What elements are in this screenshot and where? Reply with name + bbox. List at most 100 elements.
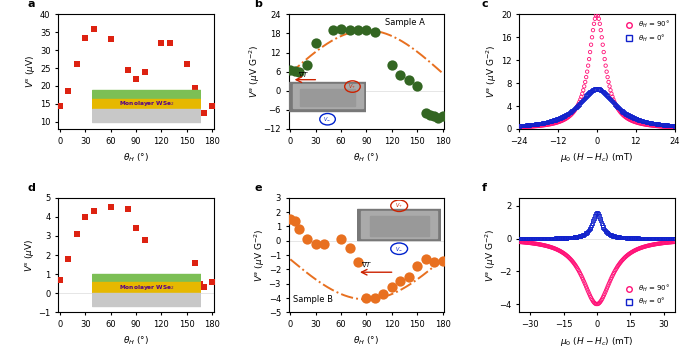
Point: [522, 236, 533, 241]
Point: [568, 234, 579, 240]
Point: [649, 123, 660, 129]
Point: [344, 27, 355, 33]
Point: [556, 235, 566, 241]
Point: [527, 236, 538, 241]
Point: [645, 242, 656, 248]
Point: [615, 259, 626, 265]
Point: [595, 218, 606, 224]
Point: [643, 120, 654, 125]
Point: [602, 93, 613, 99]
Point: [667, 123, 677, 129]
Point: [386, 62, 397, 68]
Point: [285, 67, 296, 73]
Point: [658, 240, 669, 246]
Point: [561, 112, 572, 117]
Point: [575, 97, 586, 102]
Point: [519, 239, 530, 245]
Point: [395, 72, 406, 78]
Point: [595, 21, 606, 27]
Point: [650, 236, 661, 241]
Point: [572, 103, 583, 109]
Point: [549, 236, 560, 241]
Point: [622, 253, 633, 258]
Point: [669, 124, 680, 130]
Point: [536, 236, 547, 241]
Point: [536, 242, 547, 247]
Point: [651, 241, 662, 247]
Point: [573, 233, 584, 239]
Point: [566, 234, 577, 240]
Point: [517, 123, 528, 129]
Point: [600, 63, 611, 69]
Point: [653, 123, 664, 129]
Point: [620, 235, 631, 241]
Point: [566, 111, 577, 117]
Point: [514, 236, 525, 241]
Point: [623, 251, 634, 257]
Point: [571, 263, 582, 269]
Point: [604, 95, 615, 101]
Point: [580, 282, 590, 288]
Point: [628, 248, 639, 254]
Point: [536, 123, 547, 129]
Point: [530, 241, 541, 247]
Point: [658, 236, 669, 241]
Point: [516, 123, 527, 129]
Point: [524, 240, 535, 246]
Point: [420, 110, 431, 116]
Point: [527, 236, 538, 241]
Point: [582, 287, 593, 293]
Point: [554, 119, 565, 125]
Point: [636, 236, 647, 241]
Point: [544, 236, 555, 241]
Point: [562, 253, 573, 259]
Point: [575, 271, 586, 277]
Point: [611, 103, 622, 109]
Point: [662, 122, 673, 128]
Point: [639, 244, 650, 250]
Y-axis label: $V^a$ ($\mu$V G$^{-2}$): $V^a$ ($\mu$V G$^{-2}$): [253, 228, 267, 282]
Point: [641, 122, 652, 127]
Point: [549, 246, 560, 251]
Point: [519, 124, 530, 130]
Point: [558, 117, 569, 123]
Point: [619, 235, 630, 241]
Point: [532, 236, 543, 241]
Point: [559, 251, 570, 257]
Point: [558, 250, 569, 256]
Point: [525, 236, 536, 241]
Point: [607, 99, 618, 104]
Point: [550, 235, 561, 241]
Point: [649, 121, 660, 126]
Point: [608, 270, 619, 276]
Point: [514, 239, 525, 245]
Point: [636, 245, 647, 251]
Point: [578, 232, 589, 238]
Point: [640, 122, 651, 127]
Point: [545, 244, 556, 250]
Point: [653, 121, 664, 127]
Point: [614, 261, 625, 267]
Point: [602, 230, 613, 236]
Point: [612, 234, 623, 240]
Point: [664, 239, 675, 245]
Point: [640, 236, 651, 241]
Point: [562, 111, 573, 117]
Point: [517, 236, 528, 241]
Point: [593, 13, 603, 18]
Point: [524, 236, 535, 241]
Point: [599, 291, 610, 297]
Point: [612, 265, 623, 270]
Point: [534, 123, 545, 129]
Point: [539, 243, 550, 248]
Point: [651, 123, 662, 129]
Point: [519, 236, 530, 241]
Point: [541, 243, 552, 249]
Point: [626, 235, 637, 241]
Point: [582, 230, 593, 236]
Point: [54, 277, 65, 283]
Point: [551, 246, 562, 252]
Point: [623, 116, 634, 122]
Point: [651, 121, 662, 127]
Point: [576, 94, 587, 100]
